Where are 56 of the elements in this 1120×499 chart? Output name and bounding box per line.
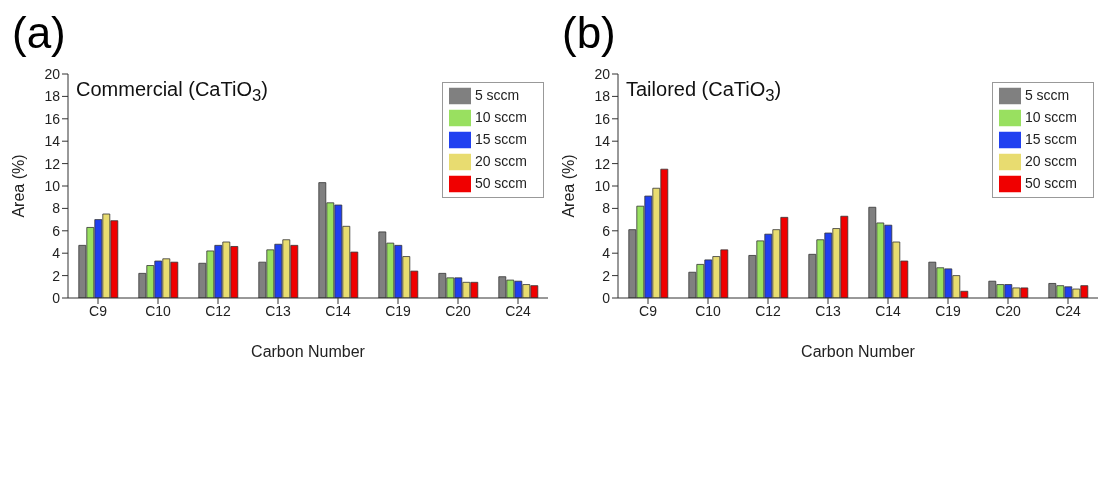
legend-label: 50 sccm bbox=[1024, 174, 1077, 191]
x-tick-label: C20 bbox=[445, 302, 472, 319]
x-tick-label: C19 bbox=[935, 302, 962, 319]
x-tick-label: C13 bbox=[815, 302, 842, 319]
legend-label: 50 sccm bbox=[474, 174, 527, 191]
y-tick-label: 8 bbox=[602, 200, 611, 217]
y-tick-label: 18 bbox=[44, 88, 61, 105]
legend-label: 10 sccm bbox=[1024, 108, 1077, 125]
chart-subtitle: Tailored (CaTiO$_{3}$) bbox=[626, 78, 782, 106]
y-tick-label: 14 bbox=[594, 133, 611, 150]
x-tick-label: C19 bbox=[385, 302, 412, 319]
x-tick-label: C10 bbox=[145, 302, 172, 319]
x-tick-label: C13 bbox=[265, 302, 292, 319]
legend-label: 15 sccm bbox=[474, 130, 527, 147]
x-tick-label: C14 bbox=[325, 302, 352, 319]
x-tick-label: C14 bbox=[875, 302, 902, 319]
x-tick-label: C10 bbox=[695, 302, 722, 319]
x-tick-label: C12 bbox=[755, 302, 782, 319]
y-tick-label: 4 bbox=[602, 245, 611, 262]
y-tick-label: 14 bbox=[44, 133, 61, 150]
y-tick-label: 20 bbox=[44, 65, 61, 82]
legend-label: 5 sccm bbox=[1024, 86, 1070, 103]
chart-title: (b) bbox=[561, 8, 617, 59]
x-axis-title: Carbon Number bbox=[251, 343, 366, 361]
x-tick-label: C20 bbox=[995, 302, 1022, 319]
x-axis-title: Carbon Number bbox=[801, 343, 916, 361]
y-tick-label: 8 bbox=[52, 200, 61, 217]
chart-subtitle: Commercial (CaTiO$_{3}$) bbox=[76, 78, 268, 106]
y-tick-label: 18 bbox=[594, 88, 611, 105]
legend-label: 20 sccm bbox=[1024, 152, 1077, 169]
y-tick-label: 6 bbox=[52, 222, 61, 239]
y-tick-label: 12 bbox=[594, 155, 611, 172]
y-tick-label: 6 bbox=[602, 222, 611, 239]
x-tick-label: C24 bbox=[505, 302, 532, 319]
y-tick-label: 16 bbox=[594, 110, 611, 127]
x-tick-label: C9 bbox=[639, 302, 658, 319]
y-tick-label: 2 bbox=[52, 267, 61, 284]
y-tick-label: 10 bbox=[44, 177, 61, 194]
y-tick-label: 4 bbox=[52, 245, 61, 262]
y-tick-label: 2 bbox=[602, 267, 611, 284]
legend-label: 10 sccm bbox=[474, 108, 527, 125]
y-tick-label: 16 bbox=[44, 110, 61, 127]
y-tick-label: 0 bbox=[602, 289, 611, 306]
legend-label: 20 sccm bbox=[474, 152, 527, 169]
x-tick-label: C24 bbox=[1055, 302, 1082, 319]
chart-title: (a) bbox=[11, 8, 67, 59]
legend-label: 15 sccm bbox=[1024, 130, 1077, 147]
x-tick-label: C9 bbox=[89, 302, 108, 319]
y-tick-label: 10 bbox=[594, 177, 611, 194]
y-tick-label: 12 bbox=[44, 155, 61, 172]
x-tick-label: C12 bbox=[205, 302, 232, 319]
y-tick-label: 20 bbox=[594, 65, 611, 82]
y-axis-title: Area (%) bbox=[9, 154, 27, 218]
y-axis-title: Area (%) bbox=[559, 154, 577, 218]
legend-label: 5 sccm bbox=[474, 86, 520, 103]
y-tick-label: 0 bbox=[52, 289, 61, 306]
